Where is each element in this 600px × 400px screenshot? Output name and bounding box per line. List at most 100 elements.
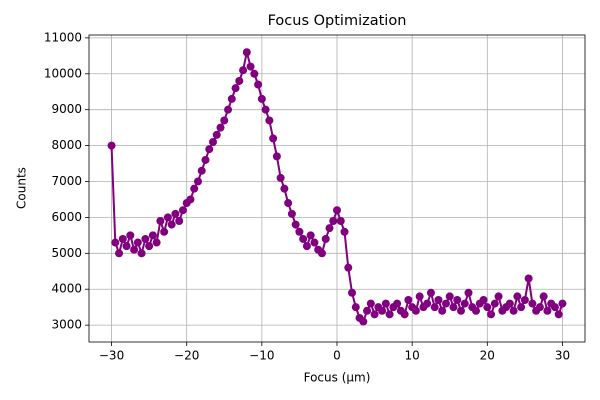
data-point xyxy=(487,310,496,319)
y-tick-label: 7000 xyxy=(51,174,82,188)
data-point xyxy=(457,306,465,315)
y-tick-label: 9000 xyxy=(51,102,82,116)
x-tick-label: 20 xyxy=(480,349,495,363)
data-point xyxy=(359,317,368,326)
data-point xyxy=(111,238,120,247)
data-point xyxy=(280,184,289,193)
plot-frame xyxy=(88,34,586,343)
data-point xyxy=(190,184,199,193)
data-point xyxy=(197,166,206,175)
y-tick-label: 10000 xyxy=(44,66,82,80)
x-tick-label: 30 xyxy=(555,349,570,363)
data-point xyxy=(284,199,293,208)
data-point xyxy=(415,292,424,301)
data-point xyxy=(107,141,116,150)
data-point xyxy=(554,310,563,319)
data-point xyxy=(254,80,263,89)
data-point xyxy=(513,292,522,301)
data-point xyxy=(445,292,454,301)
data-point xyxy=(148,231,157,240)
data-point xyxy=(175,216,184,225)
data-point xyxy=(344,263,353,272)
data-point xyxy=(472,306,481,315)
data-point xyxy=(227,94,236,103)
data-point xyxy=(235,76,244,85)
data-point xyxy=(231,84,240,93)
data-point xyxy=(449,303,458,312)
data-point xyxy=(321,234,330,243)
data-point xyxy=(246,62,255,71)
x-tick-label: −20 xyxy=(174,349,199,363)
data-point xyxy=(145,242,154,251)
data-point xyxy=(291,220,300,229)
data-point xyxy=(528,299,537,308)
data-point xyxy=(411,306,420,315)
data-point xyxy=(381,299,390,308)
data-point xyxy=(302,242,311,251)
data-point xyxy=(295,227,304,236)
data-point xyxy=(160,227,169,236)
data-point xyxy=(257,94,266,103)
data-point xyxy=(220,116,229,125)
data-point xyxy=(137,249,146,258)
x-tick-label: −10 xyxy=(249,349,274,363)
data-point xyxy=(239,66,248,75)
y-tick-label: 6000 xyxy=(51,210,82,224)
data-point xyxy=(494,292,503,301)
data-point xyxy=(269,134,278,143)
data-point xyxy=(163,213,172,222)
data-point xyxy=(430,303,439,312)
data-point xyxy=(378,306,387,315)
data-point xyxy=(201,155,210,164)
y-tick-label: 5000 xyxy=(51,246,82,260)
data-point xyxy=(524,274,533,283)
data-point xyxy=(404,295,413,304)
data-point xyxy=(543,306,552,315)
data-point xyxy=(400,310,409,319)
y-tick-label: 4000 xyxy=(51,282,82,296)
data-point xyxy=(167,220,176,229)
data-point xyxy=(438,306,447,315)
data-point xyxy=(366,299,375,308)
data-point xyxy=(460,299,469,308)
data-point xyxy=(115,249,124,258)
data-point xyxy=(122,242,131,251)
data-point xyxy=(535,303,544,312)
data-point xyxy=(212,130,221,139)
x-axis-label: Focus (μm) xyxy=(304,371,371,385)
x-tick-label: 0 xyxy=(333,349,341,363)
data-point xyxy=(272,152,281,161)
data-point xyxy=(242,48,251,57)
data-point xyxy=(299,234,308,243)
data-point xyxy=(205,145,214,154)
data-point xyxy=(348,288,357,297)
data-point xyxy=(126,231,135,240)
data-point xyxy=(209,138,217,147)
data-point xyxy=(171,209,180,218)
data-point xyxy=(333,206,341,215)
y-tick-label: 8000 xyxy=(51,138,82,152)
data-point xyxy=(434,295,443,304)
data-point xyxy=(178,206,187,215)
data-point xyxy=(336,216,345,225)
data-point xyxy=(479,295,488,304)
data-point xyxy=(483,303,492,312)
data-point xyxy=(558,299,567,308)
data-point xyxy=(351,303,360,312)
data-point xyxy=(490,299,499,308)
data-point xyxy=(520,295,529,304)
data-point xyxy=(509,306,518,315)
data-point xyxy=(385,310,394,319)
data-point xyxy=(550,303,559,312)
y-tick-label: 11000 xyxy=(44,30,82,44)
data-point xyxy=(287,209,296,218)
data-point xyxy=(276,173,285,182)
data-point xyxy=(539,292,548,301)
data-point xyxy=(250,69,259,78)
y-axis-label: Counts xyxy=(15,167,29,209)
x-tick-label: 10 xyxy=(405,349,420,363)
data-point xyxy=(464,288,473,297)
data-point xyxy=(329,216,338,225)
data-point xyxy=(393,299,402,308)
